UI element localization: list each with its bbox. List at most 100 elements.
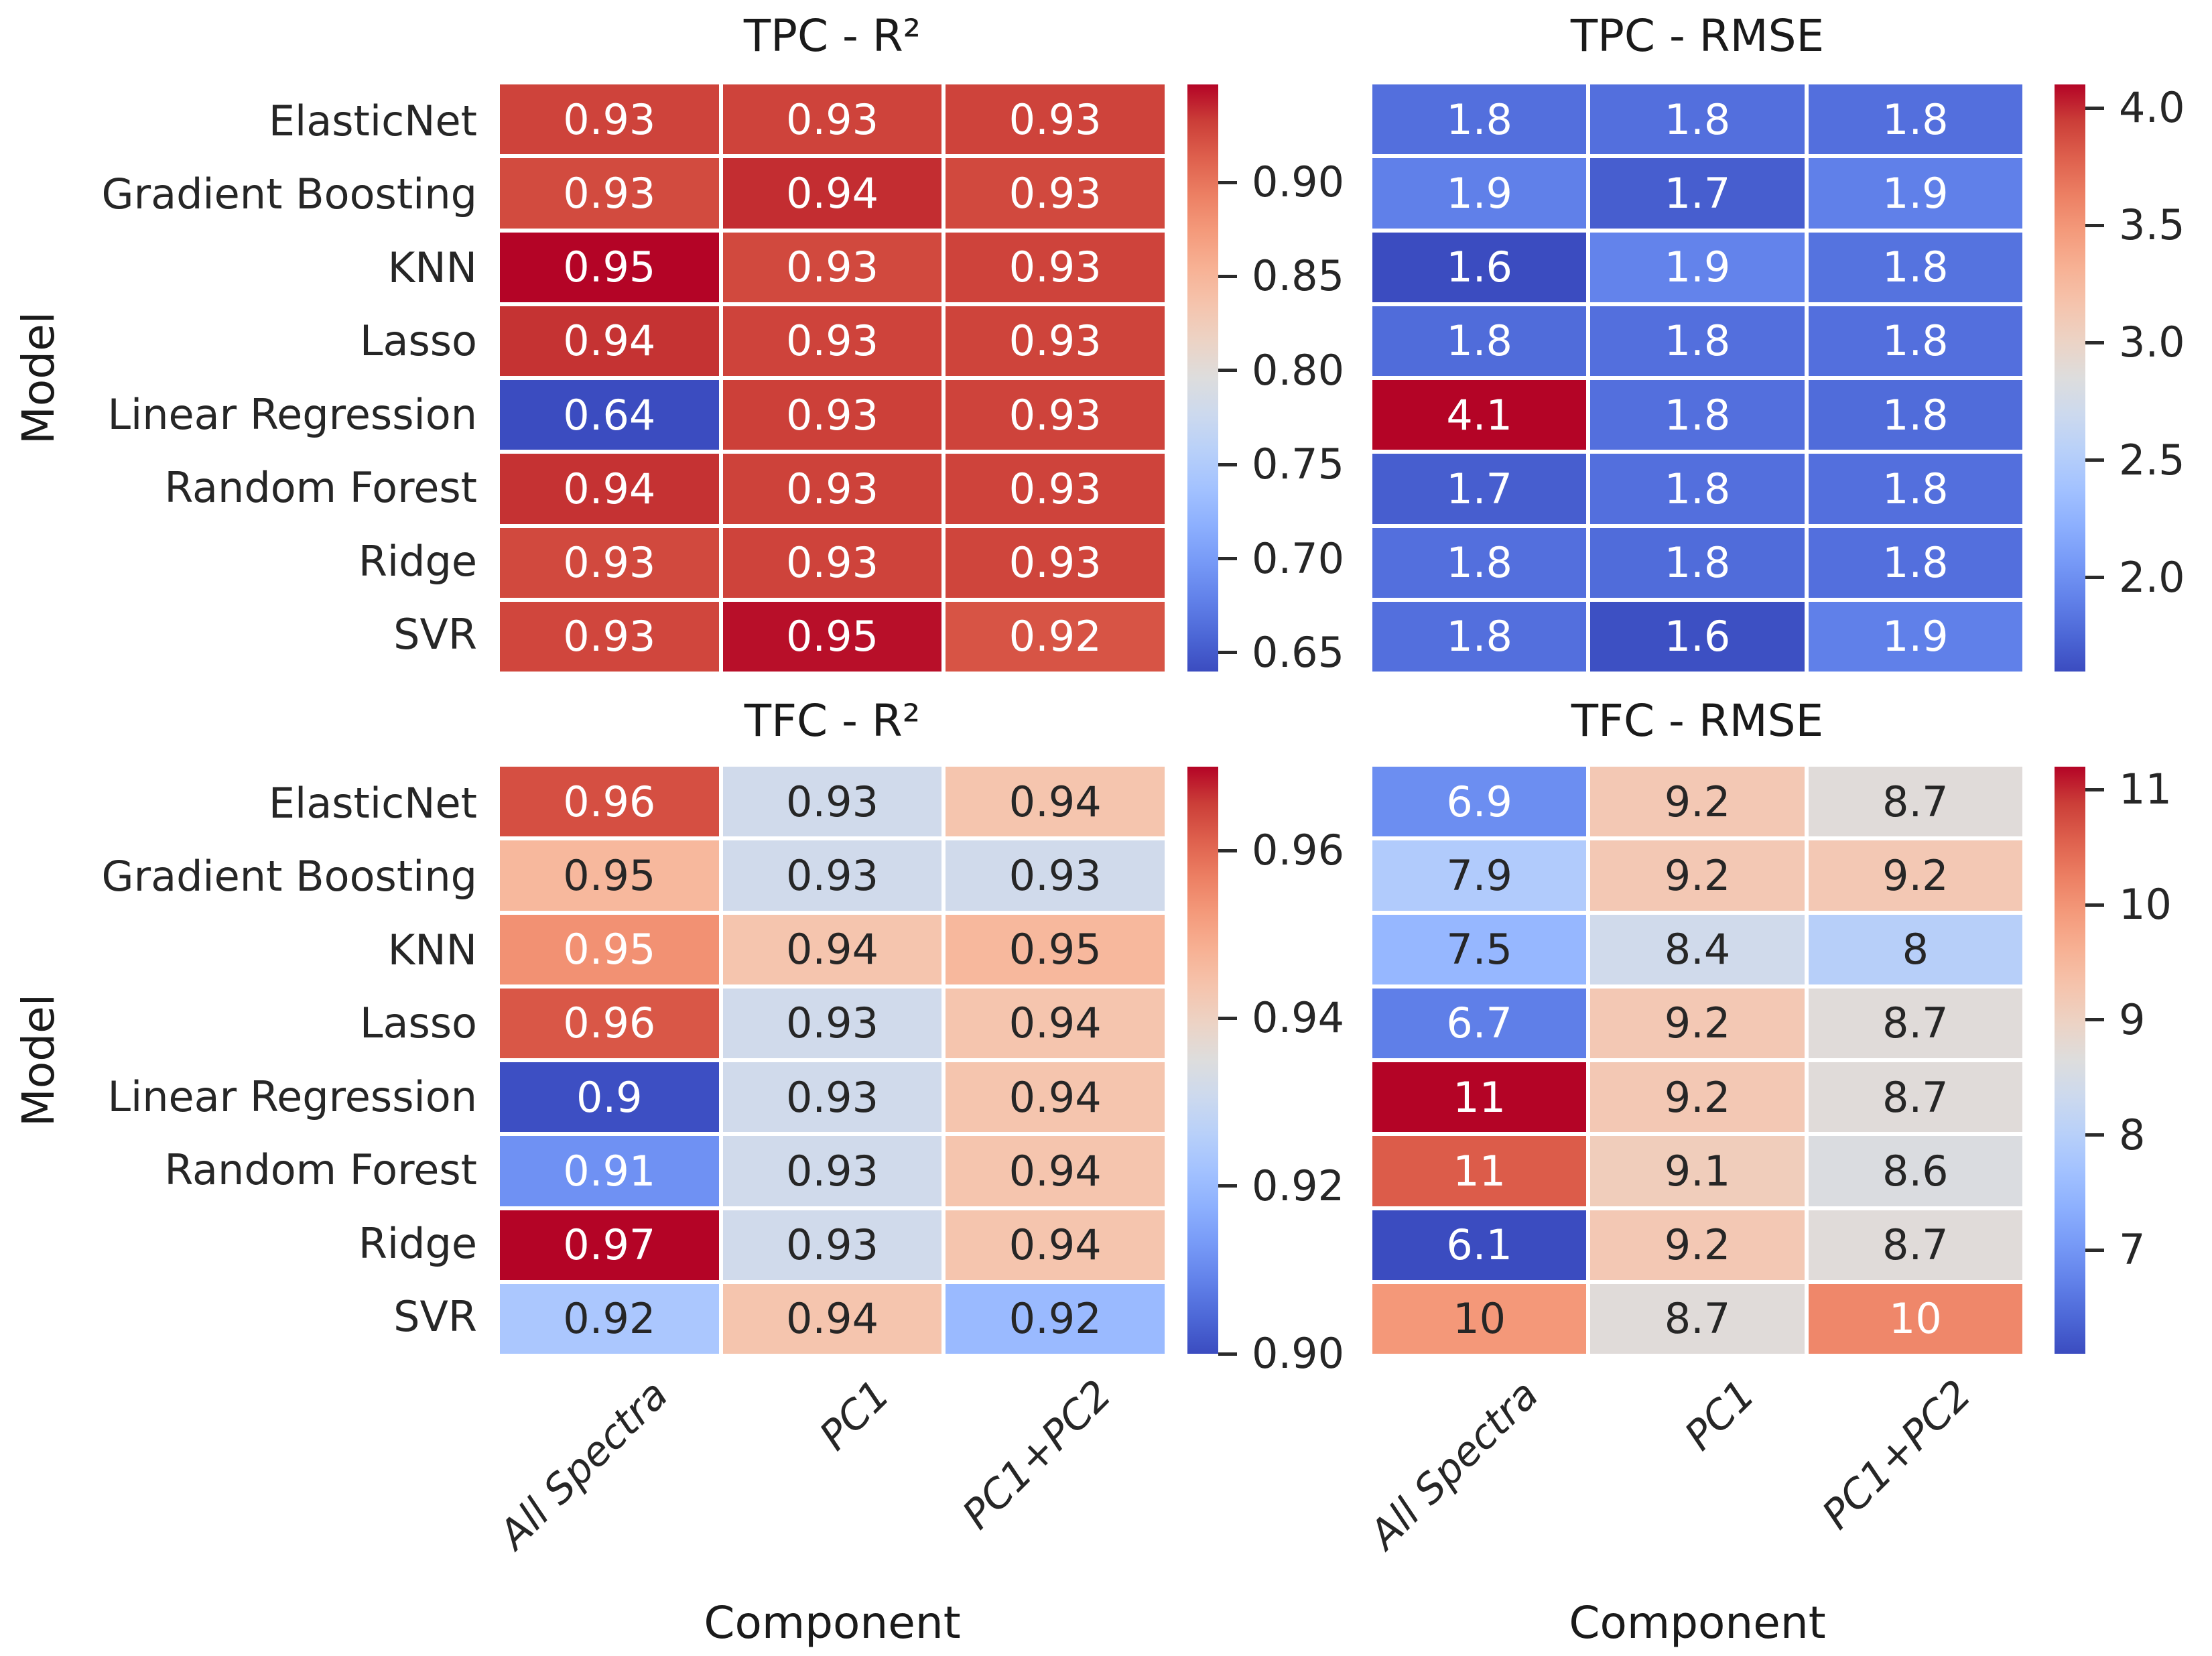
heatmap-cell: 1.7 xyxy=(1590,158,1805,229)
panel-title: TPC - RMSE xyxy=(1570,10,1825,62)
heatmap-cell: 0.93 xyxy=(722,527,942,598)
colorbar-tick xyxy=(2085,223,2104,227)
colorbar-tick-label: 10 xyxy=(2119,880,2172,930)
colorbar-tick xyxy=(2085,787,2104,791)
cell-value: 1.6 xyxy=(1664,612,1731,661)
heatmap-cell: 0.93 xyxy=(946,84,1165,155)
colorbar-tick-label: 0.80 xyxy=(1252,345,1345,395)
heatmap-cell: 0.93 xyxy=(946,527,1165,598)
colorbar-tick-label: 8 xyxy=(2119,1110,2146,1159)
cell-value: 11 xyxy=(1453,1072,1506,1122)
heatmap-cell: 9.2 xyxy=(1590,1062,1805,1133)
colorbar-tick xyxy=(1218,1352,1237,1356)
cell-value: 0.94 xyxy=(563,316,656,366)
heatmap-cell: 0.93 xyxy=(722,988,942,1058)
cell-value: 1.8 xyxy=(1882,390,1949,440)
colorbar-tick xyxy=(2085,340,2104,344)
heatmap-cell: 0.91 xyxy=(500,1136,719,1206)
heatmap-cell: 10 xyxy=(1372,1283,1587,1354)
row-label: KNN xyxy=(387,925,477,974)
panel-title: TPC - R² xyxy=(743,10,921,62)
heatmap-cell: 0.94 xyxy=(946,988,1165,1058)
heatmap-cell: 4.1 xyxy=(1372,380,1587,450)
heatmap-cell: 1.8 xyxy=(1590,306,1805,376)
cell-value: 6.9 xyxy=(1446,777,1512,826)
row-label: ElasticNet xyxy=(268,778,477,828)
cell-value: 8.7 xyxy=(1882,999,1949,1048)
heatmap-cell: 0.96 xyxy=(500,767,719,837)
cell-value: 0.93 xyxy=(563,168,656,218)
heatmap-cell: 0.92 xyxy=(946,601,1165,672)
heatmap-cell: 8.7 xyxy=(1808,1062,2022,1133)
row-label: Random Forest xyxy=(164,1145,477,1195)
cell-value: 0.93 xyxy=(1009,168,1102,218)
colorbar-tick-label: 2.0 xyxy=(2119,552,2185,602)
colorbar-tick-label: 0.90 xyxy=(1252,157,1345,206)
cell-value: 1.8 xyxy=(1664,538,1731,588)
colorbar-tick xyxy=(2085,458,2104,462)
cell-value: 1.8 xyxy=(1882,316,1949,366)
colorbar-tick-label: 11 xyxy=(2119,765,2172,814)
cell-value: 0.92 xyxy=(563,1294,656,1344)
cell-value: 8.4 xyxy=(1664,925,1731,974)
cell-value: 1.9 xyxy=(1882,612,1949,661)
heatmap-cell: 1.8 xyxy=(1808,454,2022,524)
heatmap-cell: 0.93 xyxy=(722,84,942,155)
cell-value: 0.96 xyxy=(563,777,656,826)
colorbar-tick-label: 0.90 xyxy=(1252,1329,1345,1378)
heatmap-cell: 6.1 xyxy=(1372,1210,1587,1280)
cell-value: 0.94 xyxy=(1009,1146,1102,1196)
heatmap-cell: 0.92 xyxy=(500,1283,719,1354)
heatmap-cell: 0.94 xyxy=(722,1283,942,1354)
heatmap-cell: 1.7 xyxy=(1372,454,1587,524)
x-axis-label: Component xyxy=(1569,1597,1826,1649)
cell-value: 1.8 xyxy=(1664,464,1731,513)
heatmap-cell: 0.93 xyxy=(946,380,1165,450)
cell-value: 0.95 xyxy=(1009,925,1102,974)
heatmap-cell: 9.2 xyxy=(1808,840,2022,911)
cell-value: 1.9 xyxy=(1664,243,1731,292)
row-label: Random Forest xyxy=(164,463,477,513)
row-label: ElasticNet xyxy=(268,96,477,145)
cell-value: 0.93 xyxy=(1009,316,1102,366)
colorbar-tick xyxy=(2085,1133,2104,1137)
cell-value: 9.2 xyxy=(1664,777,1731,826)
cell-value: 1.8 xyxy=(1882,464,1949,513)
heatmap-cell: 1.8 xyxy=(1372,306,1587,376)
colorbar-tick-label: 3.5 xyxy=(2119,200,2185,250)
heatmap-cell: 1.6 xyxy=(1590,601,1805,672)
cell-value: 0.97 xyxy=(563,1220,656,1270)
row-label: SVR xyxy=(393,1292,477,1342)
row-label: Ridge xyxy=(358,536,477,586)
heatmap-cell: 8 xyxy=(1808,914,2022,984)
cell-value: 0.93 xyxy=(785,850,879,900)
row-label: Lasso xyxy=(359,316,477,366)
colorbar-tick-label: 9 xyxy=(2119,995,2146,1044)
heatmap-cell: 1.8 xyxy=(1590,380,1805,450)
heatmap-cell: 0.93 xyxy=(946,840,1165,911)
heatmap-cell: 0.95 xyxy=(500,232,719,302)
heatmap-cell: 6.7 xyxy=(1372,988,1587,1058)
heatmap-cell: 8.6 xyxy=(1808,1136,2022,1206)
heatmap-cell: 8.7 xyxy=(1808,767,2022,837)
heatmap-cell: 1.8 xyxy=(1372,84,1587,155)
heatmap-cell: 0.93 xyxy=(946,232,1165,302)
cell-value: 1.8 xyxy=(1664,316,1731,366)
colorbar-tick xyxy=(1218,1016,1237,1020)
cell-value: 0.93 xyxy=(1009,390,1102,440)
cell-value: 9.1 xyxy=(1664,1146,1731,1196)
heatmap-cell: 1.9 xyxy=(1808,601,2022,672)
heatmap-cell: 0.94 xyxy=(500,306,719,376)
cell-value: 9.2 xyxy=(1664,1072,1731,1122)
heatmap-cell: 0.94 xyxy=(946,767,1165,837)
colorbar-tick xyxy=(1218,274,1237,278)
cell-value: 0.93 xyxy=(1009,464,1102,513)
heatmap-cell: 0.93 xyxy=(722,1136,942,1206)
heatmap-cell: 6.9 xyxy=(1372,767,1587,837)
cell-value: 0.94 xyxy=(1009,1072,1102,1122)
cell-value: 0.93 xyxy=(785,94,879,144)
heatmap-cell: 10 xyxy=(1808,1283,2022,1354)
heatmap-cell: 7.9 xyxy=(1372,840,1587,911)
colorbar-tick-label: 0.70 xyxy=(1252,533,1345,583)
heatmap-cell: 1.8 xyxy=(1590,527,1805,598)
